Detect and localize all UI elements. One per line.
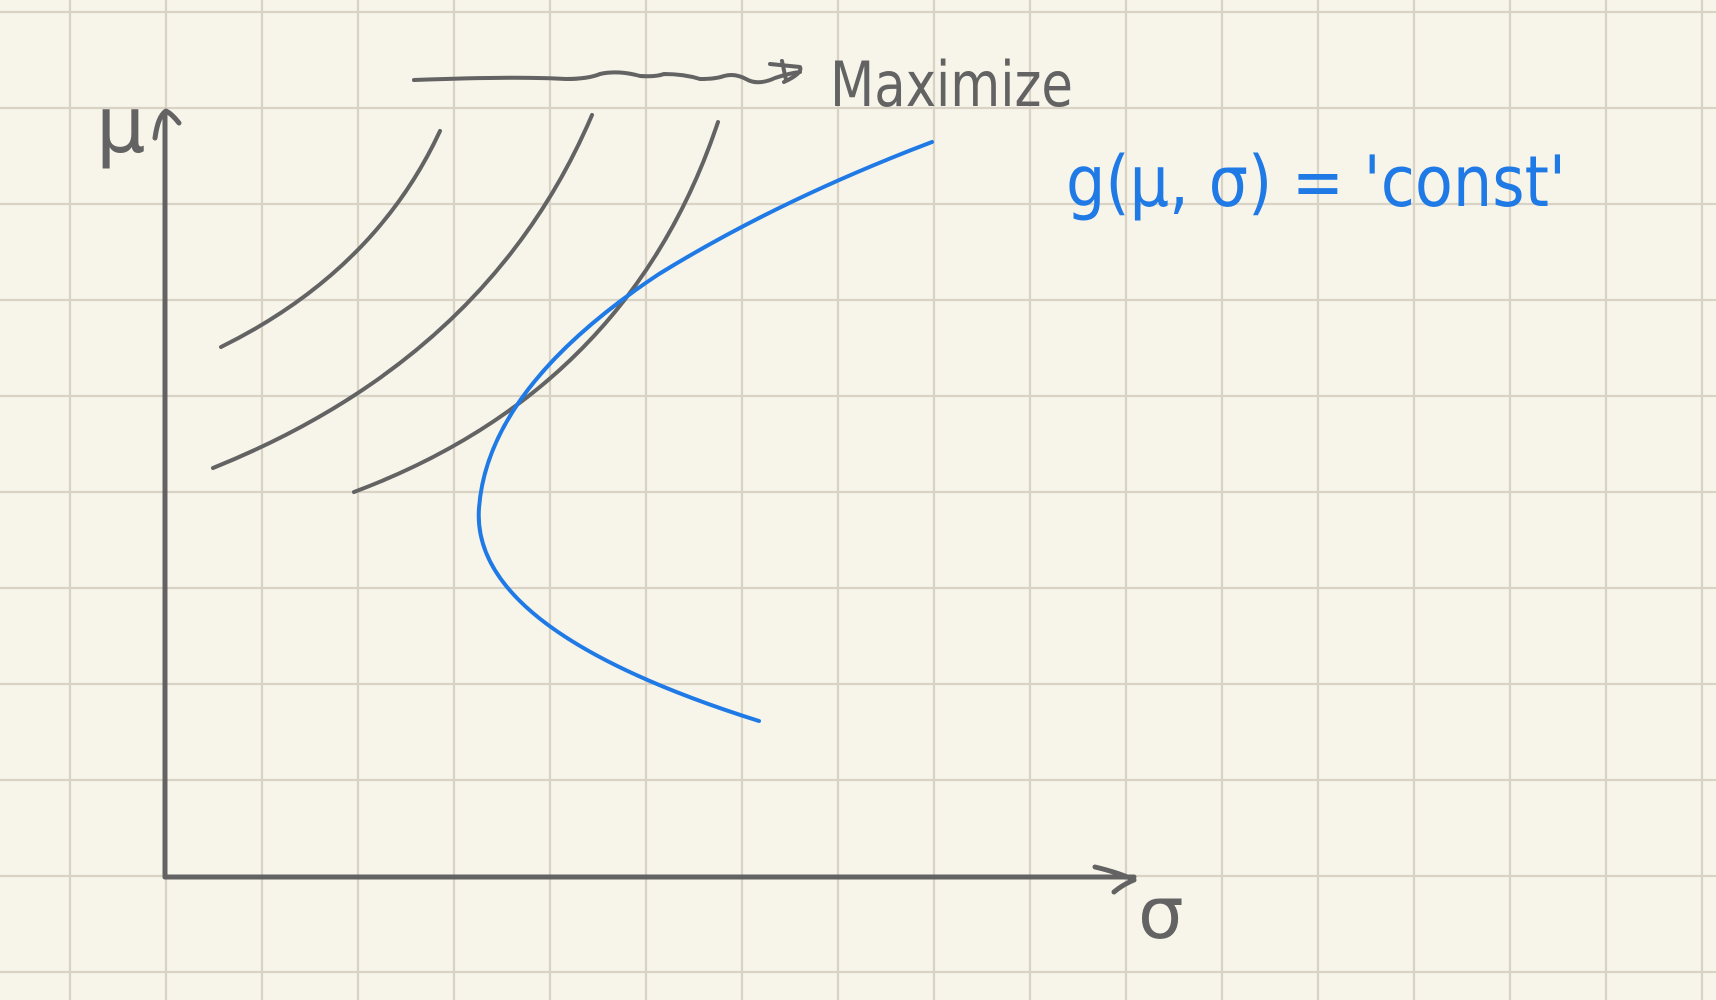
indifference-curves: [211, 113, 720, 494]
constraint-curve: [476, 140, 934, 723]
indifference-curve-3: [352, 120, 720, 494]
indifference-curve-1: [219, 129, 442, 349]
x-axis-arrowhead: [1092, 864, 1137, 895]
maximize-arrow-head: [768, 59, 803, 84]
axes: [152, 108, 1137, 895]
maximize-arrow-shaft: [412, 70, 802, 85]
maximize-arrow: [412, 59, 803, 85]
y-axis-arrowhead: [152, 108, 182, 141]
y-axis-label: μ: [96, 81, 146, 171]
constraint-label: g(μ, σ) = 'const': [1066, 141, 1566, 223]
indifference-curve-2: [211, 113, 594, 470]
x-axis-label: σ: [1138, 871, 1184, 955]
maximize-label: Maximize: [830, 48, 1073, 121]
